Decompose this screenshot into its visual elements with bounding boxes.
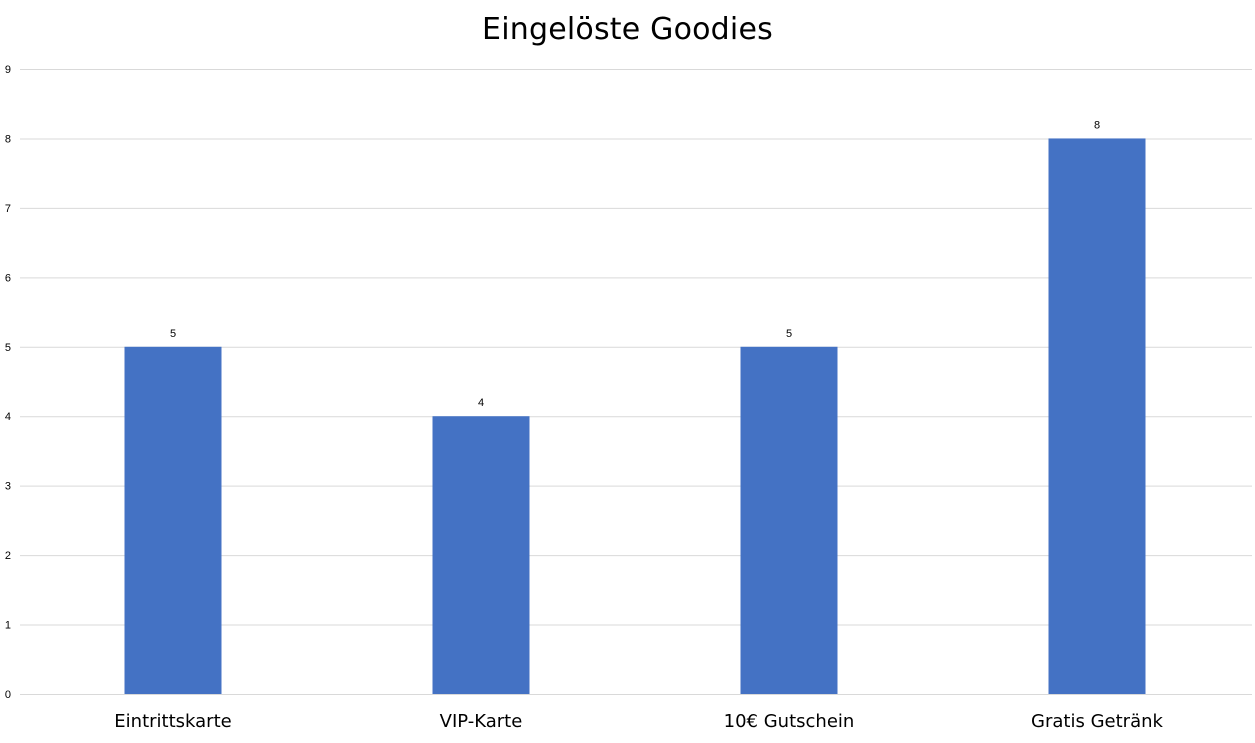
x-tick-label: VIP-Karte: [440, 711, 523, 732]
data-label: 8: [1094, 119, 1100, 131]
bar: [432, 416, 530, 694]
bar: [124, 346, 222, 694]
x-tick-label: Gratis Getränk: [1031, 711, 1163, 732]
y-tick-label: 3: [5, 481, 11, 493]
y-tick-label: 6: [5, 272, 11, 284]
data-label: 5: [786, 328, 792, 340]
x-tick-label: Eintrittskarte: [114, 711, 231, 732]
data-label: 5: [170, 328, 176, 340]
x-tick-label: 10€ Gutschein: [724, 711, 855, 732]
bar: [1048, 138, 1146, 694]
y-tick-label: 4: [5, 411, 11, 423]
y-tick-label: 0: [5, 689, 11, 701]
y-tick-label: 8: [5, 133, 11, 145]
y-tick-label: 9: [5, 64, 11, 76]
y-tick-label: 5: [5, 342, 11, 354]
chart-title: Eingelöste Goodies: [482, 12, 773, 47]
data-label: 4: [478, 397, 484, 409]
y-tick-label: 7: [5, 203, 11, 215]
y-tick-label: 1: [5, 620, 11, 632]
y-tick-label: 2: [5, 550, 11, 562]
bar: [740, 346, 838, 694]
